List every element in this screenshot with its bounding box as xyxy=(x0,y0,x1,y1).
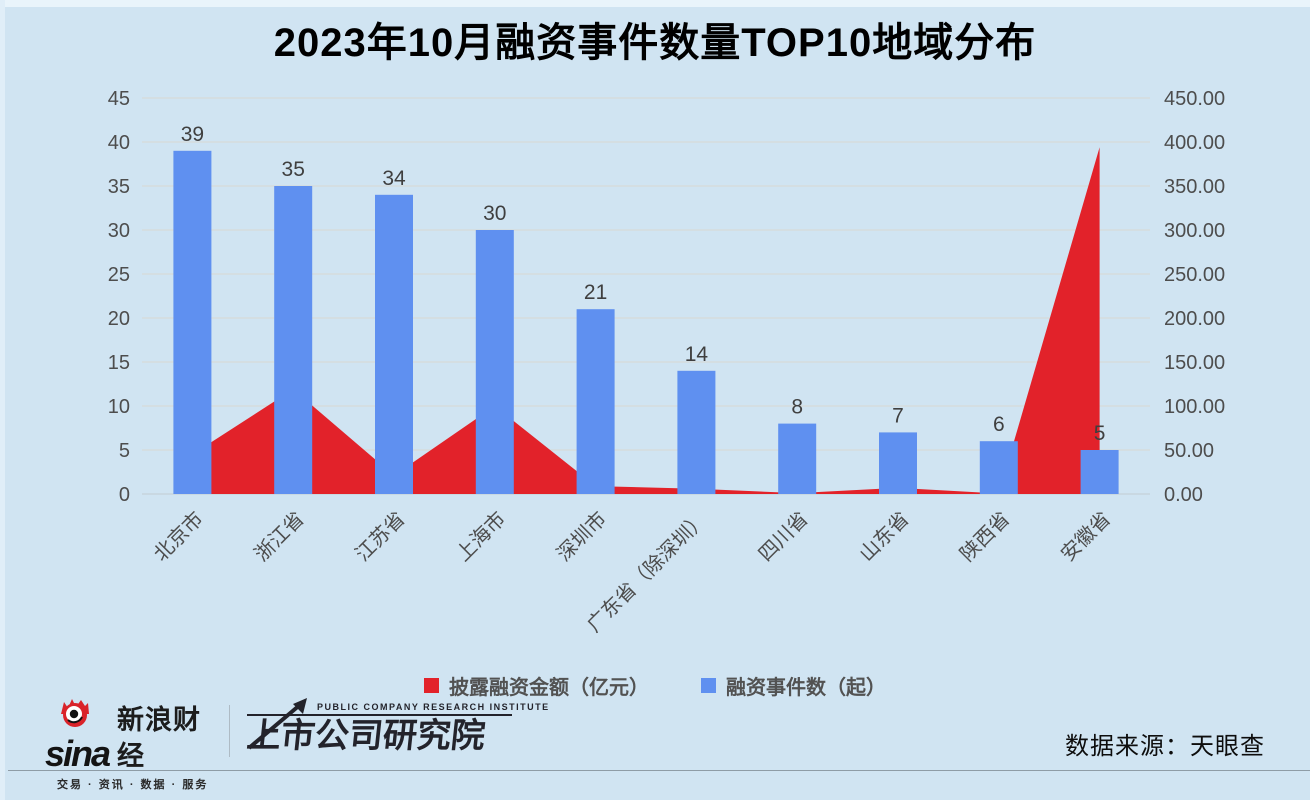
bar-value-label: 21 xyxy=(584,281,607,304)
bar-4 xyxy=(475,230,514,494)
left-axis-tick-label: 35 xyxy=(108,176,130,198)
category-label: 四川省 xyxy=(754,507,813,566)
right-axis-tick-label: 450.00 xyxy=(1164,88,1225,110)
bar-value-label: 8 xyxy=(791,396,803,419)
left-axis-tick-label: 45 xyxy=(108,88,130,110)
legend-swatch-blue xyxy=(701,677,716,693)
category-label: 山东省 xyxy=(855,507,914,566)
right-axis-tick-label: 0.00 xyxy=(1164,484,1203,506)
left-axis-tick-label: 20 xyxy=(108,308,130,330)
bar-value-label: 6 xyxy=(993,413,1005,436)
combo-chart: 0 0.00 5 50.00 10 100.00 15 150.00 20 200.00 25 250… xyxy=(108,88,1225,637)
sina-finance-logo: sina 新浪财经 交易 · 资讯 · 数据 · 服务 xyxy=(45,699,220,792)
left-axis-tick-label: 30 xyxy=(108,220,130,242)
footer-divider-line xyxy=(8,770,1310,771)
page-top-edge xyxy=(0,0,1310,7)
right-axis-tick-label: 200.00 xyxy=(1164,308,1225,330)
institute-subtitle: PUBLIC COMPANY RESEARCH INSTITUTE xyxy=(247,702,548,716)
left-axis-tick-label: 10 xyxy=(108,396,130,418)
sina-finance-name: 新浪财经 xyxy=(117,705,202,771)
bar-1 xyxy=(173,150,212,495)
legend-label-funding-amount: 披露融资金额（亿元） xyxy=(449,676,649,699)
footer: sina 新浪财经 交易 · 资讯 · 数据 · 服务 PUBLIC COMPA… xyxy=(0,698,1310,791)
bar-value-label: 35 xyxy=(282,158,305,181)
research-institute-logo: PUBLIC COMPANY RESEARCH INSTITUTE 上市公司研究… xyxy=(245,698,548,756)
category-label: 陕西省 xyxy=(956,507,1015,566)
right-axis-tick-label: 100.00 xyxy=(1164,396,1225,418)
right-axis-tick-label: 300.00 xyxy=(1164,220,1225,242)
left-axis-tick-label: 25 xyxy=(108,264,130,286)
data-source-note: 数据来源：天眼查 xyxy=(1065,733,1265,760)
logo-divider xyxy=(229,705,230,757)
chart-legend: 披露融资金额（亿元） 融资事件数（起） xyxy=(0,668,1310,702)
right-axis-tick-label: 350.00 xyxy=(1164,176,1225,198)
area-series-funding-amount xyxy=(192,147,1100,494)
category-label: 上海市 xyxy=(452,507,511,566)
category-label: 江苏省 xyxy=(351,507,410,566)
bar-2 xyxy=(274,186,313,494)
legend-item-event-count: 融资事件数（起） xyxy=(701,671,886,700)
right-axis-tick-label: 250.00 xyxy=(1164,264,1225,286)
left-axis-tick-label: 5 xyxy=(119,440,130,462)
category-label: 深圳市 xyxy=(552,507,611,566)
bar-value-label: 7 xyxy=(892,404,904,427)
legend-item-funding-amount: 披露融资金额（亿元） xyxy=(424,671,649,700)
bar-value-label: 34 xyxy=(382,167,406,190)
bar-10 xyxy=(1080,450,1119,494)
bar-value-label: 30 xyxy=(483,202,506,225)
growth-arrow-icon xyxy=(247,698,307,750)
bar-value-label: 39 xyxy=(181,123,204,146)
category-label: 北京市 xyxy=(149,507,208,566)
legend-label-event-count: 融资事件数（起） xyxy=(726,676,886,699)
category-label: 浙江省 xyxy=(250,507,309,566)
sina-eye-icon xyxy=(61,699,89,727)
bar-8 xyxy=(879,432,917,494)
left-axis-tick-label: 15 xyxy=(108,352,130,374)
page-left-edge xyxy=(0,0,5,800)
right-axis-tick-label: 50.00 xyxy=(1164,440,1214,462)
bar-6 xyxy=(677,370,716,494)
bar-7 xyxy=(778,423,817,494)
left-axis-tick-label: 40 xyxy=(108,132,130,154)
sina-wordmark: sina xyxy=(45,733,111,774)
bar-5 xyxy=(576,309,615,494)
legend-swatch-red xyxy=(424,677,439,693)
bar-3 xyxy=(375,194,413,495)
left-axis-tick-label: 0 xyxy=(119,484,130,506)
chart-title: 2023年10月融资事件数量TOP10地域分布 xyxy=(273,21,1037,65)
right-axis-tick-label: 150.00 xyxy=(1164,352,1225,374)
bar-value-label: 5 xyxy=(1094,422,1106,445)
bar-9 xyxy=(979,441,1018,494)
bar-value-label: 14 xyxy=(685,343,709,366)
category-label: 安徽省 xyxy=(1056,507,1115,566)
sina-tagline: 交易 · 资讯 · 数据 · 服务 xyxy=(57,779,209,791)
right-axis-tick-label: 400.00 xyxy=(1164,132,1225,154)
